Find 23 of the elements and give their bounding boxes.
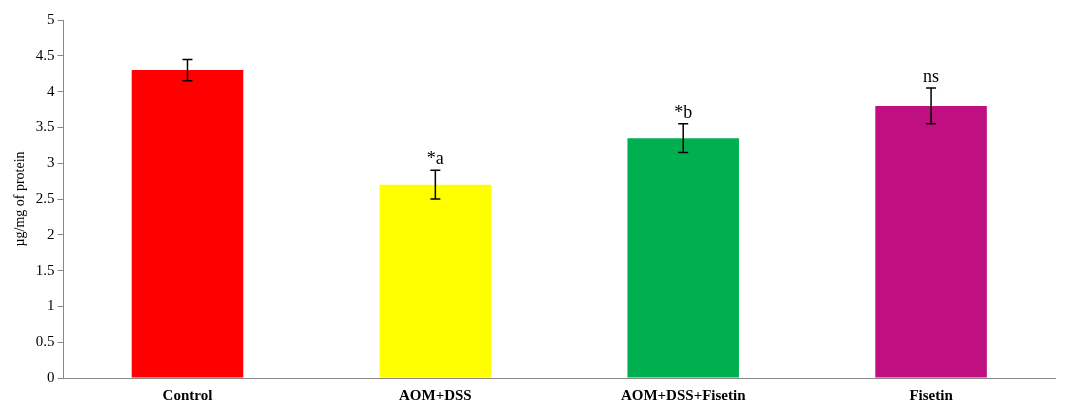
x-tick-label: AOM+DSS+Fisetin	[620, 386, 747, 403]
bar	[627, 138, 739, 378]
y-tick-label: 2.5	[35, 189, 55, 206]
y-tick-label: 2	[47, 225, 55, 242]
y-tick-label: 0	[47, 368, 55, 385]
annotation: *a	[426, 148, 444, 169]
bar	[131, 70, 244, 378]
y-tick-label: 4.5	[35, 46, 55, 63]
y-tick-label: 0.5	[35, 333, 55, 350]
annotation: *b	[674, 101, 693, 122]
y-tick-label: 1.5	[35, 261, 55, 278]
y-tick-label: 3	[47, 154, 55, 171]
bar	[379, 184, 492, 378]
y-axis-title: µg/mg of protein	[12, 151, 28, 247]
x-tick-label: AOM+DSS	[398, 386, 472, 403]
y-tick-label: 5	[47, 10, 55, 27]
x-tick-label: Control	[162, 386, 213, 403]
y-tick-label: 4	[47, 82, 56, 99]
x-tick-label: Fisetin	[909, 386, 954, 403]
annotation: ns	[923, 65, 940, 86]
y-tick-label: 3.5	[35, 118, 55, 135]
bar	[875, 105, 987, 378]
y-tick-label: 1	[47, 297, 55, 314]
